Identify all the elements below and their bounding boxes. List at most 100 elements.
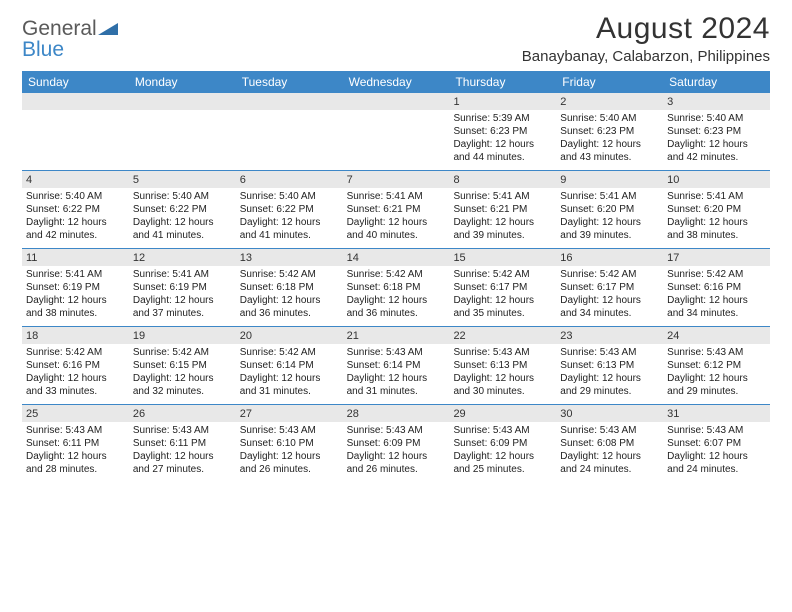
day-cell: 25Sunrise: 5:43 AMSunset: 6:11 PMDayligh… [22, 405, 129, 482]
day-cell: 8Sunrise: 5:41 AMSunset: 6:21 PMDaylight… [449, 171, 556, 248]
week-row: 4Sunrise: 5:40 AMSunset: 6:22 PMDaylight… [22, 171, 770, 249]
daylight-text: Daylight: 12 hours and 44 minutes. [453, 138, 552, 164]
dow-monday: Monday [129, 71, 236, 93]
sunset-text: Sunset: 6:12 PM [667, 359, 766, 372]
daylight-text: Daylight: 12 hours and 41 minutes. [133, 216, 232, 242]
logo-text: General Blue [22, 18, 118, 60]
daylight-text: Daylight: 12 hours and 43 minutes. [560, 138, 659, 164]
sunset-text: Sunset: 6:18 PM [347, 281, 446, 294]
day-cell [129, 93, 236, 170]
location: Banaybanay, Calabarzon, Philippines [522, 48, 770, 65]
logo-triangle-icon [98, 18, 118, 39]
dow-thursday: Thursday [449, 71, 556, 93]
sunset-text: Sunset: 6:09 PM [347, 437, 446, 450]
day-number: 3 [663, 93, 770, 110]
sunrise-text: Sunrise: 5:43 AM [240, 424, 339, 437]
sunset-text: Sunset: 6:16 PM [26, 359, 125, 372]
day-number: 12 [129, 249, 236, 266]
sunset-text: Sunset: 6:18 PM [240, 281, 339, 294]
day-body [129, 110, 236, 168]
sunrise-text: Sunrise: 5:42 AM [26, 346, 125, 359]
day-body: Sunrise: 5:43 AMSunset: 6:14 PMDaylight:… [343, 344, 450, 404]
sunset-text: Sunset: 6:08 PM [560, 437, 659, 450]
daylight-text: Daylight: 12 hours and 32 minutes. [133, 372, 232, 398]
day-body: Sunrise: 5:41 AMSunset: 6:21 PMDaylight:… [449, 188, 556, 248]
sunset-text: Sunset: 6:22 PM [240, 203, 339, 216]
day-cell: 22Sunrise: 5:43 AMSunset: 6:13 PMDayligh… [449, 327, 556, 404]
sunset-text: Sunset: 6:09 PM [453, 437, 552, 450]
day-number: 1 [449, 93, 556, 110]
day-number: 14 [343, 249, 450, 266]
day-number: 19 [129, 327, 236, 344]
sunrise-text: Sunrise: 5:42 AM [240, 268, 339, 281]
day-cell: 16Sunrise: 5:42 AMSunset: 6:17 PMDayligh… [556, 249, 663, 326]
day-cell: 9Sunrise: 5:41 AMSunset: 6:20 PMDaylight… [556, 171, 663, 248]
sunrise-text: Sunrise: 5:43 AM [453, 424, 552, 437]
day-number: 26 [129, 405, 236, 422]
sunrise-text: Sunrise: 5:42 AM [560, 268, 659, 281]
daylight-text: Daylight: 12 hours and 31 minutes. [347, 372, 446, 398]
day-cell: 10Sunrise: 5:41 AMSunset: 6:20 PMDayligh… [663, 171, 770, 248]
day-number: 23 [556, 327, 663, 344]
day-number: 6 [236, 171, 343, 188]
day-number: 11 [22, 249, 129, 266]
daylight-text: Daylight: 12 hours and 33 minutes. [26, 372, 125, 398]
day-cell: 4Sunrise: 5:40 AMSunset: 6:22 PMDaylight… [22, 171, 129, 248]
day-body: Sunrise: 5:41 AMSunset: 6:21 PMDaylight:… [343, 188, 450, 248]
sunrise-text: Sunrise: 5:43 AM [453, 346, 552, 359]
daylight-text: Daylight: 12 hours and 27 minutes. [133, 450, 232, 476]
daylight-text: Daylight: 12 hours and 25 minutes. [453, 450, 552, 476]
sunrise-text: Sunrise: 5:40 AM [133, 190, 232, 203]
logo: General Blue [22, 18, 118, 60]
sunset-text: Sunset: 6:23 PM [560, 125, 659, 138]
daylight-text: Daylight: 12 hours and 37 minutes. [133, 294, 232, 320]
day-body: Sunrise: 5:43 AMSunset: 6:09 PMDaylight:… [449, 422, 556, 482]
day-number: 28 [343, 405, 450, 422]
day-number: 7 [343, 171, 450, 188]
sunset-text: Sunset: 6:07 PM [667, 437, 766, 450]
day-body: Sunrise: 5:42 AMSunset: 6:14 PMDaylight:… [236, 344, 343, 404]
daylight-text: Daylight: 12 hours and 26 minutes. [240, 450, 339, 476]
day-body: Sunrise: 5:40 AMSunset: 6:23 PMDaylight:… [556, 110, 663, 170]
day-cell: 24Sunrise: 5:43 AMSunset: 6:12 PMDayligh… [663, 327, 770, 404]
day-cell: 11Sunrise: 5:41 AMSunset: 6:19 PMDayligh… [22, 249, 129, 326]
sunrise-text: Sunrise: 5:43 AM [26, 424, 125, 437]
sunrise-text: Sunrise: 5:41 AM [453, 190, 552, 203]
day-cell [22, 93, 129, 170]
day-number: 31 [663, 405, 770, 422]
sunrise-text: Sunrise: 5:42 AM [240, 346, 339, 359]
daylight-text: Daylight: 12 hours and 39 minutes. [560, 216, 659, 242]
day-body: Sunrise: 5:42 AMSunset: 6:18 PMDaylight:… [343, 266, 450, 326]
sunrise-text: Sunrise: 5:41 AM [133, 268, 232, 281]
sunset-text: Sunset: 6:17 PM [560, 281, 659, 294]
daylight-text: Daylight: 12 hours and 34 minutes. [560, 294, 659, 320]
day-number: 10 [663, 171, 770, 188]
sunrise-text: Sunrise: 5:42 AM [133, 346, 232, 359]
day-body: Sunrise: 5:41 AMSunset: 6:20 PMDaylight:… [556, 188, 663, 248]
sunrise-text: Sunrise: 5:41 AM [560, 190, 659, 203]
daylight-text: Daylight: 12 hours and 42 minutes. [26, 216, 125, 242]
sunset-text: Sunset: 6:13 PM [453, 359, 552, 372]
day-cell: 3Sunrise: 5:40 AMSunset: 6:23 PMDaylight… [663, 93, 770, 170]
month-title: August 2024 [522, 12, 770, 46]
day-body: Sunrise: 5:42 AMSunset: 6:18 PMDaylight:… [236, 266, 343, 326]
daylight-text: Daylight: 12 hours and 36 minutes. [240, 294, 339, 320]
daylight-text: Daylight: 12 hours and 28 minutes. [26, 450, 125, 476]
sunrise-text: Sunrise: 5:41 AM [26, 268, 125, 281]
day-number: 24 [663, 327, 770, 344]
logo-text-wrap: General Blue [22, 18, 118, 60]
sunset-text: Sunset: 6:14 PM [240, 359, 339, 372]
sunset-text: Sunset: 6:11 PM [133, 437, 232, 450]
day-number: 8 [449, 171, 556, 188]
day-number: 27 [236, 405, 343, 422]
day-cell: 12Sunrise: 5:41 AMSunset: 6:19 PMDayligh… [129, 249, 236, 326]
sunset-text: Sunset: 6:19 PM [26, 281, 125, 294]
daylight-text: Daylight: 12 hours and 31 minutes. [240, 372, 339, 398]
day-body: Sunrise: 5:43 AMSunset: 6:11 PMDaylight:… [22, 422, 129, 482]
day-body: Sunrise: 5:42 AMSunset: 6:17 PMDaylight:… [556, 266, 663, 326]
day-body: Sunrise: 5:41 AMSunset: 6:19 PMDaylight:… [22, 266, 129, 326]
dow-friday: Friday [556, 71, 663, 93]
day-number: 22 [449, 327, 556, 344]
sunrise-text: Sunrise: 5:43 AM [667, 424, 766, 437]
sunset-text: Sunset: 6:21 PM [453, 203, 552, 216]
